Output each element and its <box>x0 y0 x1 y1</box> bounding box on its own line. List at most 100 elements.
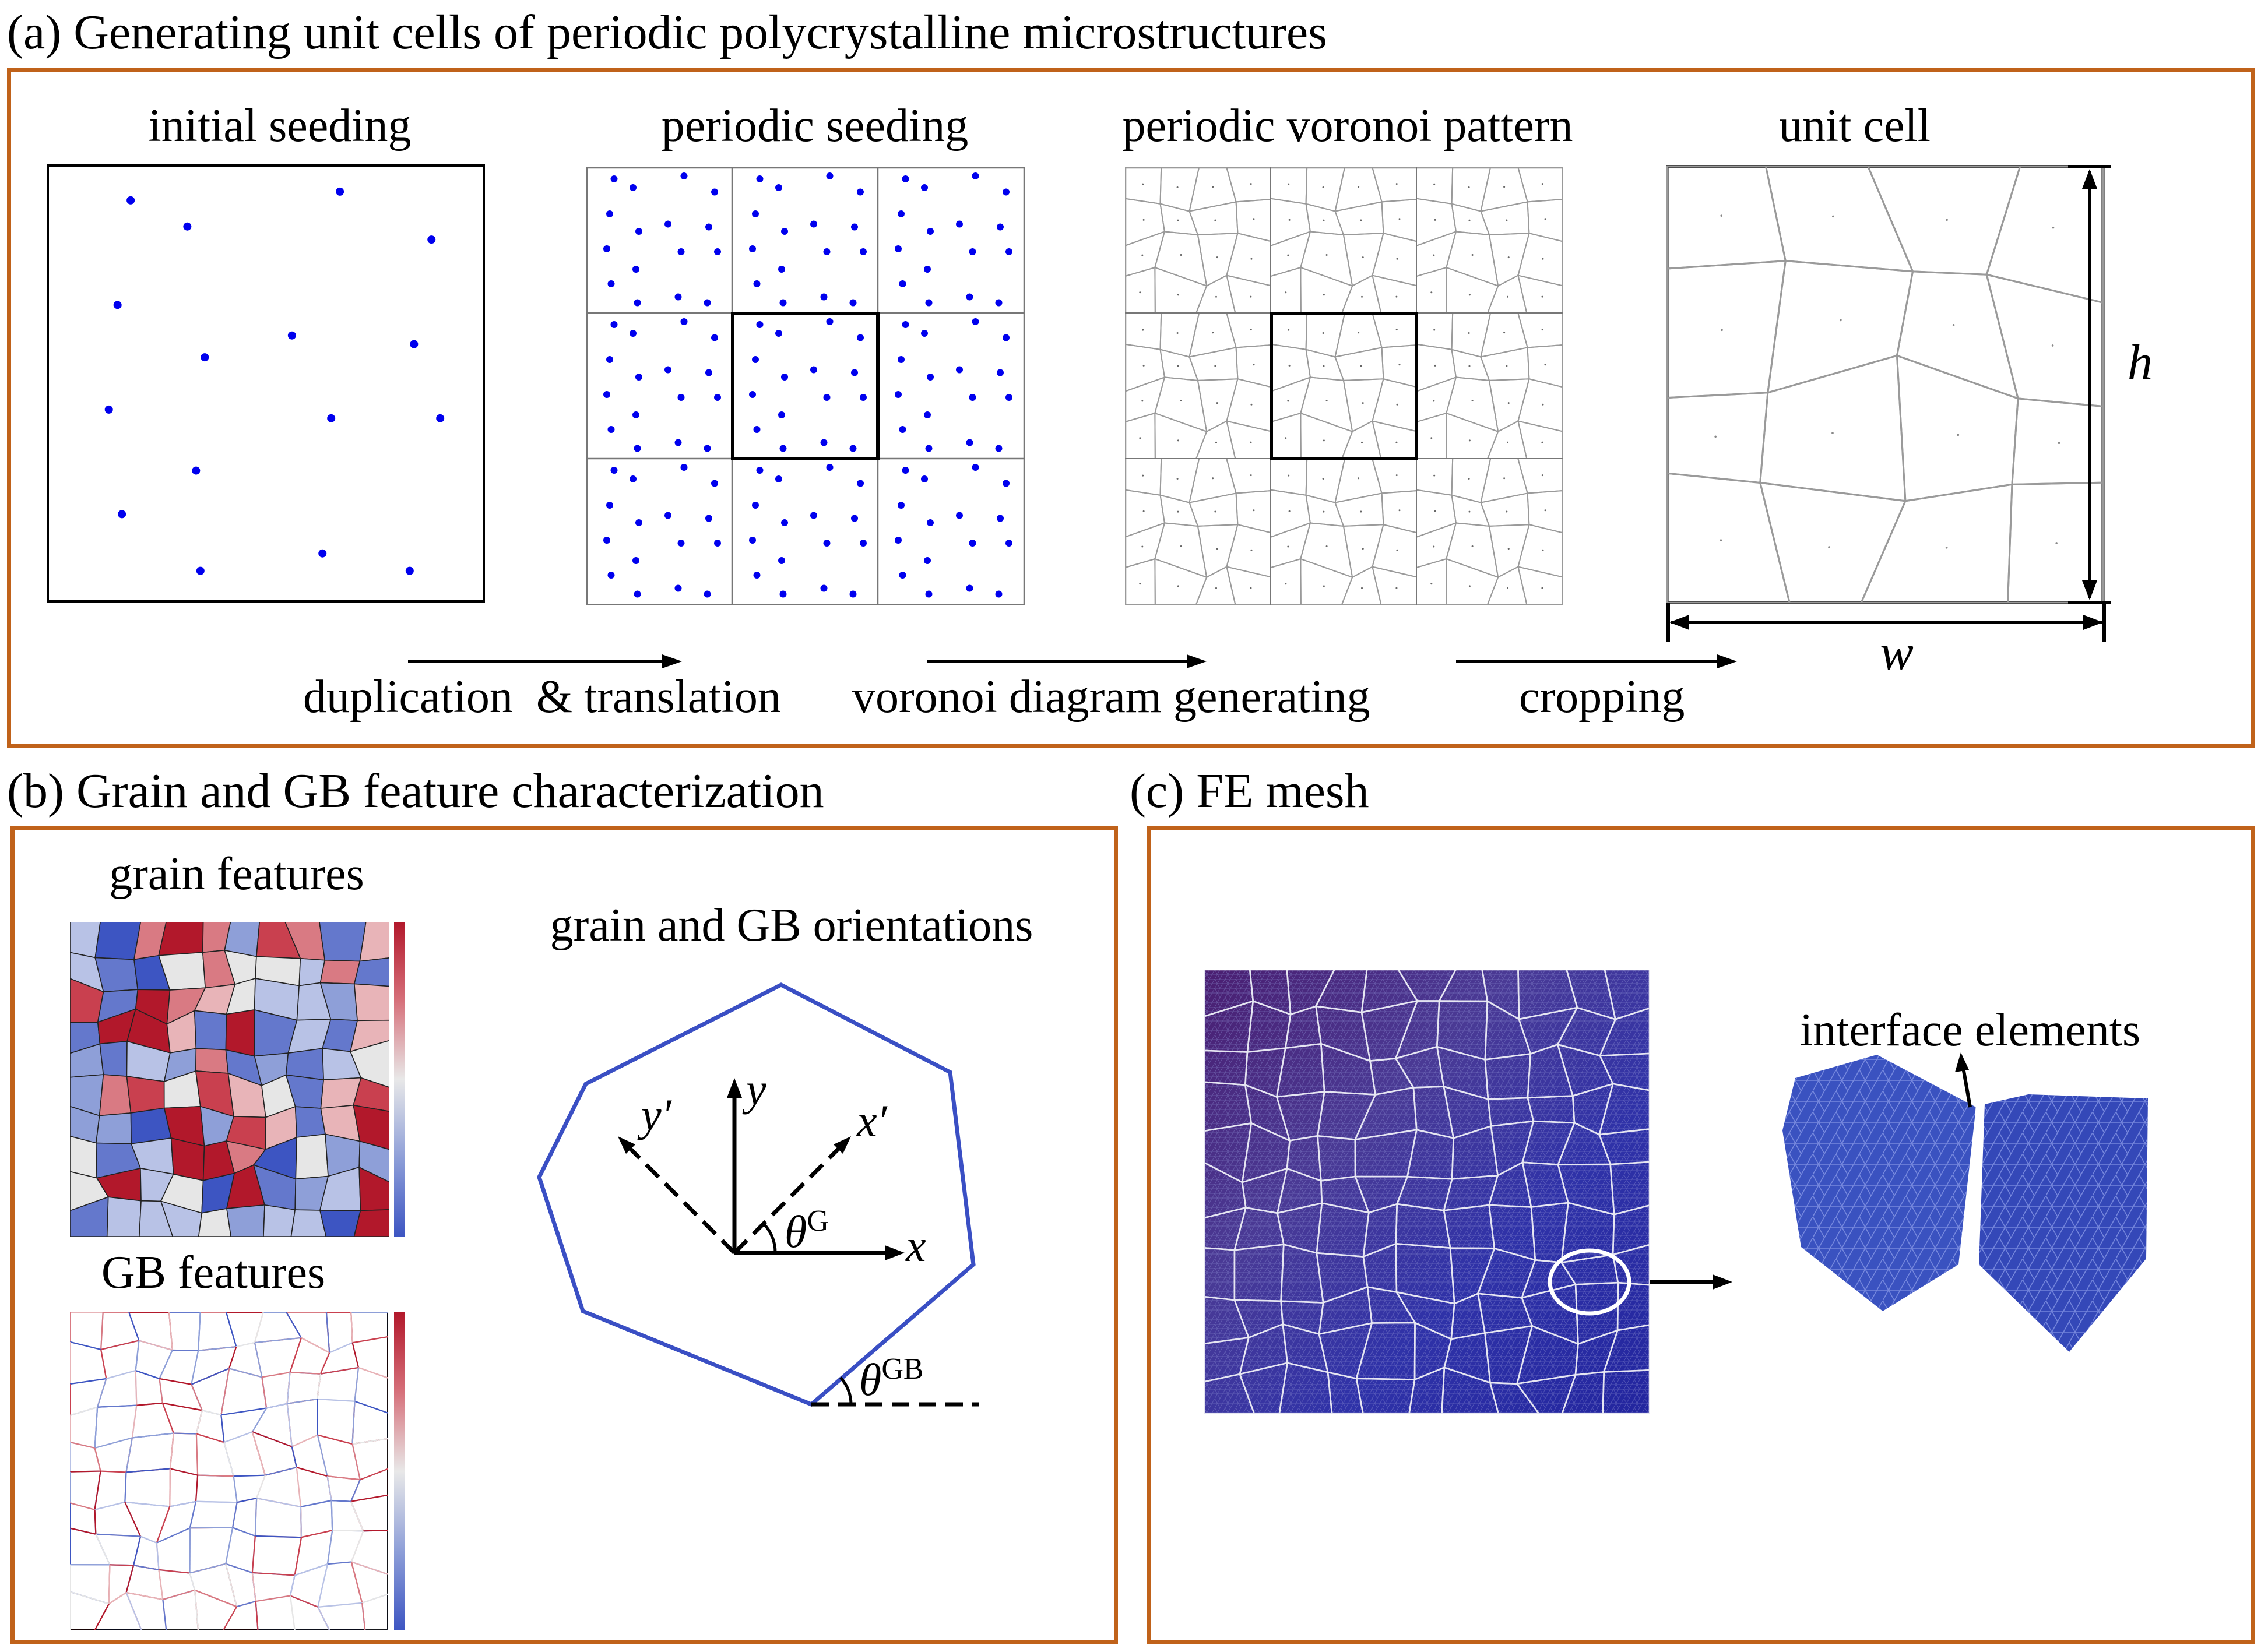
voronoi-seed <box>1358 186 1360 188</box>
gb-edge <box>140 1535 157 1544</box>
seed-point <box>826 464 834 471</box>
voronoi-seed <box>1142 329 1144 331</box>
voronoi-seed <box>1214 510 1216 513</box>
seed-point <box>902 175 909 182</box>
seed-point <box>775 184 782 191</box>
hexagonal-grain-outline <box>537 982 976 1407</box>
y-prime-axis-arrow <box>627 1145 736 1255</box>
voronoi-seed <box>1141 545 1144 548</box>
grain-cell <box>198 1208 232 1237</box>
grain-cell <box>106 1196 142 1237</box>
voronoi-seed <box>1506 219 1508 221</box>
grain-cell <box>225 1009 255 1057</box>
gb-edge <box>195 1433 199 1475</box>
gb-edge <box>317 1607 330 1630</box>
gb-edge <box>326 1530 333 1565</box>
gb-edge <box>163 1589 195 1601</box>
seed-point <box>1005 394 1012 401</box>
voronoi-seed <box>1285 437 1287 439</box>
voronoi-seed <box>1177 510 1179 513</box>
fe-grain-boundary <box>1561 1371 1605 1414</box>
gb-edge <box>159 1378 163 1403</box>
gb-edge <box>196 1433 224 1443</box>
unit-cell-seed <box>1957 434 1960 436</box>
voronoi-seed <box>1322 186 1324 189</box>
gb-edge <box>223 1442 234 1477</box>
fe-grain-boundary <box>1616 1281 1650 1332</box>
voronoi-seed <box>1430 583 1433 585</box>
gb-edge <box>294 1537 303 1576</box>
voronoi-seed <box>1177 585 1179 587</box>
seed-point <box>857 334 864 341</box>
voronoi-seed <box>1141 254 1144 256</box>
voronoi-seed <box>1541 474 1543 477</box>
voronoi-seed <box>1433 329 1436 331</box>
voronoi-seed <box>1287 254 1289 256</box>
step-initial-seeding-label: initial seeding <box>148 100 412 152</box>
gb-edge <box>232 1527 256 1537</box>
voronoi-seed <box>1544 509 1546 512</box>
gb-edge <box>198 1312 201 1351</box>
gb-edge <box>319 1352 330 1375</box>
seed-point <box>752 356 759 363</box>
seed-point <box>902 321 909 328</box>
voronoi-seed <box>1216 256 1218 259</box>
voronoi-seed <box>1468 478 1470 480</box>
voronoi-seed <box>1177 219 1179 221</box>
gb-edge <box>254 1312 264 1343</box>
voronoi-seed <box>1430 437 1433 439</box>
seed-point <box>857 480 864 487</box>
process-arrows <box>408 654 1737 668</box>
voronoi-seed <box>1542 403 1544 406</box>
gb-edge <box>317 1435 328 1477</box>
gb-edge <box>126 1468 170 1473</box>
seed-point <box>632 266 639 273</box>
voronoi-seed <box>1285 583 1287 585</box>
theta-g-arc <box>762 1223 777 1253</box>
seed-point <box>921 330 928 337</box>
gb-edge <box>195 1475 199 1502</box>
seed-point <box>183 222 192 231</box>
unit-cell-seed <box>1721 329 1723 332</box>
unit-cell-grains <box>1666 165 2104 604</box>
gb-edge <box>236 1341 255 1348</box>
voronoi-seed <box>1468 294 1471 296</box>
grain-cell <box>319 922 367 962</box>
seed-point <box>287 331 296 340</box>
gb-edge <box>256 1475 266 1499</box>
voronoi-seed <box>1395 329 1398 331</box>
grain-cell <box>350 1040 389 1088</box>
gb-edge <box>125 1565 135 1593</box>
grain-cell <box>95 1112 132 1144</box>
voronoi-seed <box>1434 364 1436 367</box>
seed-point <box>607 572 615 579</box>
fe-grain-boundary <box>1408 1366 1446 1414</box>
gb-edge <box>100 1312 104 1350</box>
gb-edge <box>296 1467 302 1507</box>
fe-grain-boundary <box>1598 1083 1650 1136</box>
seed-point <box>610 321 618 328</box>
gb-edge <box>133 1565 159 1570</box>
axis-xprime-label: x′ <box>856 1096 888 1146</box>
grain-cell <box>226 1204 265 1237</box>
fe-grain-boundary <box>1612 1204 1650 1256</box>
gb-edge <box>220 1415 225 1443</box>
unit-cell-seed <box>2052 226 2055 229</box>
gb-edge <box>225 1527 234 1564</box>
seed-point <box>327 414 336 422</box>
seed-point <box>603 391 610 398</box>
seed-point <box>810 512 817 519</box>
voronoi-seed <box>1212 332 1214 334</box>
voronoi-seed <box>1430 291 1433 294</box>
gb-edge <box>70 1591 110 1605</box>
gb-edge <box>126 1591 163 1601</box>
gb-edge <box>361 1602 366 1630</box>
periodic-voronoi-figure <box>1125 167 1563 605</box>
seed-point <box>749 537 756 544</box>
unit-cell-seed <box>1828 546 1830 548</box>
seed-point <box>1003 188 1010 196</box>
seed-point <box>775 330 782 337</box>
seed-point <box>995 590 1003 598</box>
seed-point <box>705 515 712 522</box>
seed-point <box>606 502 613 509</box>
